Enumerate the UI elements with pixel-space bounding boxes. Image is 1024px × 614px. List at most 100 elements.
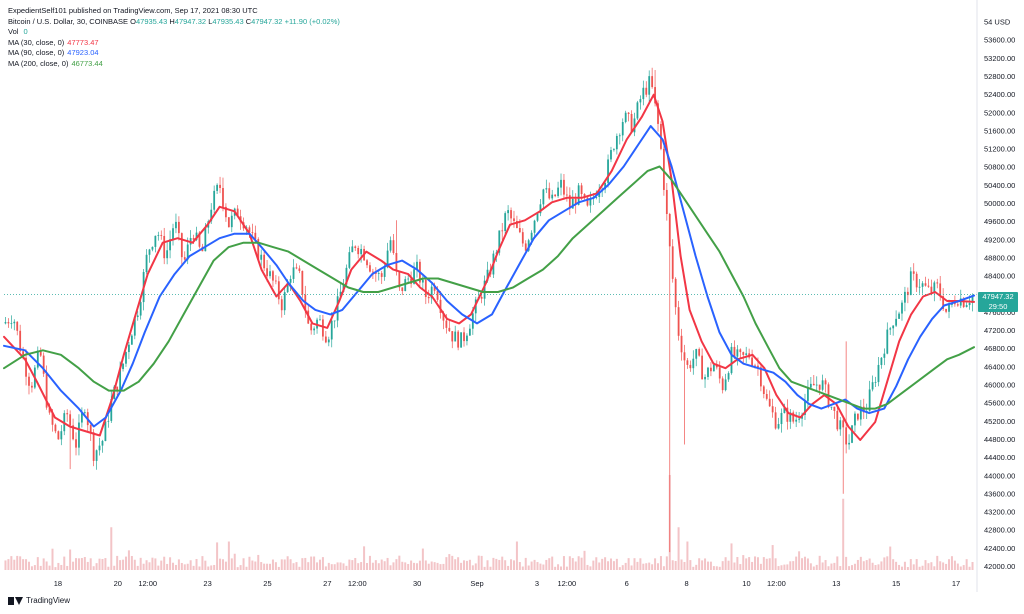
candle-body [60, 431, 63, 440]
volume-bar [269, 563, 272, 570]
candle-body [10, 323, 13, 325]
volume-bar [48, 565, 51, 570]
candle-body [295, 267, 298, 269]
volume-bar [474, 563, 477, 570]
time-tick-label: 25 [263, 579, 271, 588]
time-tick-label: 12:00 [557, 579, 576, 588]
tradingview-brand[interactable]: TradingView [8, 596, 70, 605]
volume-bar [709, 561, 712, 570]
volume-bar [512, 560, 515, 570]
volume-bar [812, 566, 815, 570]
candle-body [195, 232, 198, 240]
candle-body [615, 135, 618, 150]
volume-bar [936, 555, 939, 570]
candle-body [177, 221, 180, 234]
volume-bar [242, 558, 245, 570]
candle-body [486, 269, 489, 281]
volume-bar [304, 557, 307, 570]
price-tick-label: 45600.00 [984, 399, 1015, 408]
volume-bar [801, 558, 804, 570]
candle-body [401, 287, 404, 292]
candle-body [933, 282, 936, 293]
candle-body [804, 401, 806, 415]
ma200-legend: MA (200, close, 0) 46773.44 [8, 58, 103, 68]
volume-bar [480, 555, 483, 570]
candle-body [610, 150, 612, 160]
volume-bar [903, 561, 906, 570]
candle-body [710, 367, 712, 372]
time-tick-label: 6 [625, 579, 629, 588]
candle-body [454, 331, 457, 342]
candle-body [777, 424, 780, 429]
candle-body [136, 315, 139, 318]
candle-body [545, 188, 548, 190]
tradingview-logo-icon [8, 596, 23, 605]
price-tick-label: 48800.00 [984, 253, 1015, 262]
candle-body [122, 363, 124, 370]
volume-bar [665, 556, 668, 570]
candle-body [25, 357, 27, 377]
moving-averages [3, 93, 975, 441]
volume-bar [368, 555, 371, 570]
candle-body [627, 112, 630, 114]
volume-bar [706, 561, 709, 570]
candle-body [322, 319, 324, 337]
candle-body [66, 413, 69, 415]
volume-bar [224, 561, 227, 570]
candle-body [851, 425, 853, 443]
volume-bar [853, 563, 856, 570]
candle-body [962, 298, 965, 307]
volume-bar [430, 561, 433, 570]
candle-body [786, 407, 789, 422]
volume-bar [436, 562, 439, 570]
volume-bar [551, 556, 554, 570]
candle-body [501, 230, 504, 232]
volume-bar [354, 557, 357, 570]
volume-bar [624, 562, 627, 570]
candle-body [901, 302, 903, 314]
volume-bar [271, 559, 274, 570]
candle-body [712, 364, 715, 372]
price-tick-label: 52800.00 [984, 72, 1015, 81]
volume-bar [80, 558, 83, 570]
candle-body [357, 247, 360, 255]
volume-bar [754, 556, 757, 570]
candle-body [698, 349, 701, 356]
candle-body [715, 364, 718, 368]
volume-bar [686, 541, 689, 570]
volume-bar [789, 561, 792, 570]
volume-bar [851, 565, 854, 570]
candle-body [586, 197, 589, 206]
candle-body [119, 369, 122, 391]
candle-body [45, 373, 48, 408]
candle-body [565, 194, 568, 196]
volume-bar [739, 564, 742, 570]
volume-bar [627, 558, 630, 570]
volume-bar [98, 558, 101, 570]
volume-bar [515, 541, 518, 570]
volume-bar [724, 557, 727, 570]
candle-body [956, 304, 959, 306]
candle-body [263, 254, 266, 269]
volume-bar [507, 565, 510, 570]
volume-bar [148, 562, 151, 570]
volume-bar [721, 561, 724, 570]
candle-body [198, 232, 201, 247]
candle-body [280, 299, 283, 311]
candle-body [69, 414, 72, 426]
ma90-legend: MA (90, close, 0) 47923.04 [8, 48, 99, 57]
volume-bar [60, 564, 63, 570]
volume-bar [498, 559, 501, 570]
candle-body [413, 269, 415, 284]
candle-body [427, 296, 430, 299]
candle-body [571, 198, 574, 209]
candle-body [554, 194, 557, 197]
candle-body [889, 328, 892, 330]
candle-body [269, 271, 271, 277]
volume-bar [909, 559, 912, 570]
candle-body [392, 240, 395, 253]
candle-body [4, 322, 7, 324]
candle-body [821, 380, 824, 390]
